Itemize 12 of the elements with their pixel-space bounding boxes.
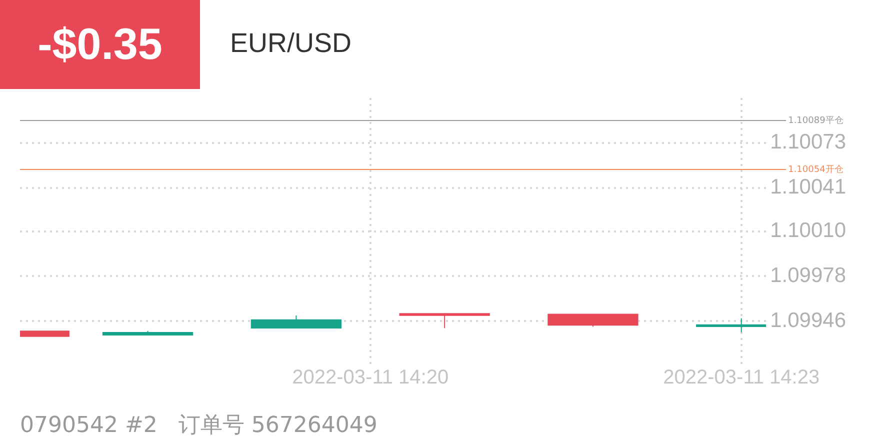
y-tick-label: 1.09946 <box>770 308 846 332</box>
x-tick-label: 2022-03-11 14:23 <box>663 366 820 389</box>
y-tick-label: 1.10073 <box>770 130 846 154</box>
y-tick-label: 1.10010 <box>770 219 846 242</box>
text: 0790542 #2 订单号 567264049 <box>20 412 378 440</box>
ref-line-label: 1.10054开仓 <box>788 164 844 175</box>
ref-line-label: 1.10089平仓 <box>788 114 844 126</box>
chart-subtitle: -$0.35 <box>0 0 200 89</box>
chart-title: EUR/USD <box>230 28 352 59</box>
y-tick-label: 1.10041 <box>770 176 846 199</box>
x-tick-label: 2022-03-11 14:20 <box>292 366 449 389</box>
y-tick-label: 1.09978 <box>770 264 846 287</box>
